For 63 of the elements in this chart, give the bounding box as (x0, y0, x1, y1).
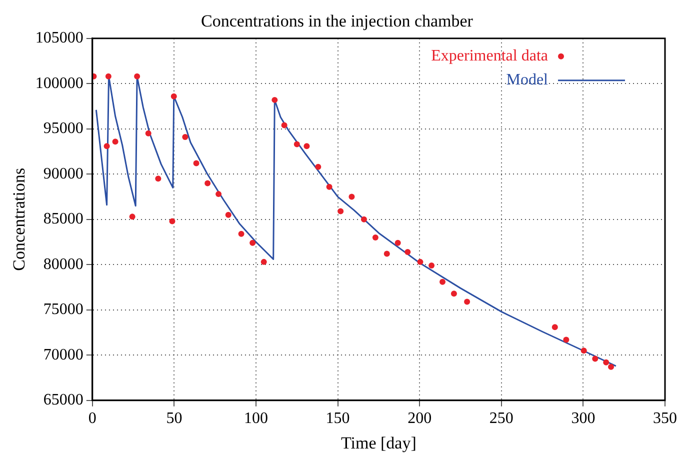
x-tick-label: 200 (408, 410, 432, 428)
point (372, 234, 378, 240)
x-tick-label: 100 (244, 410, 268, 428)
x-tick-label: 250 (489, 410, 514, 428)
y-tick-label: 95000 (43, 120, 84, 138)
point (193, 160, 200, 166)
point (450, 290, 457, 297)
point (170, 93, 177, 100)
point (155, 176, 162, 182)
point (464, 298, 470, 305)
point (580, 348, 587, 354)
y-tick-label: 65000 (43, 392, 84, 409)
point (145, 130, 152, 136)
point (238, 230, 244, 237)
point (608, 364, 614, 370)
point (440, 278, 446, 285)
y-tick-label: 105000 (35, 30, 84, 47)
point (134, 73, 140, 80)
x-tick-label: 350 (653, 410, 677, 428)
point (204, 180, 211, 186)
point (338, 208, 344, 214)
y-tick-label: 80000 (43, 256, 84, 273)
point (603, 359, 610, 366)
point (404, 248, 411, 255)
point (105, 73, 112, 80)
point (281, 122, 288, 128)
point (182, 134, 188, 140)
point (360, 216, 367, 222)
y-axis-title: Concentrations (10, 168, 29, 271)
y-tick-label: 85000 (43, 210, 84, 228)
point (260, 258, 267, 265)
point (428, 262, 435, 269)
x-tick-label: 150 (326, 410, 350, 428)
x-tick-label: 50 (166, 410, 182, 428)
point (348, 194, 355, 200)
point (272, 96, 278, 103)
point (104, 143, 110, 150)
y-tick-label: 100000 (35, 74, 84, 92)
point (315, 164, 322, 170)
point (216, 191, 222, 198)
point (552, 324, 558, 330)
point (384, 250, 390, 257)
point (294, 141, 300, 148)
point (394, 240, 401, 246)
y-tick-label: 75000 (43, 301, 84, 318)
point (250, 240, 256, 246)
x-tick-label: 0 (88, 410, 96, 428)
chart-title: Concentrations in the injection chamber (201, 12, 474, 31)
legend-label: Model (506, 72, 549, 89)
point (417, 258, 424, 265)
y-tick-label: 70000 (43, 346, 84, 364)
point (304, 143, 310, 150)
point (326, 184, 332, 190)
point (563, 336, 570, 343)
y-tick-label: 90000 (43, 165, 84, 182)
point (129, 214, 136, 220)
point (112, 138, 118, 145)
point (592, 356, 598, 362)
legend-label: Experimental data (431, 48, 548, 65)
point (225, 212, 232, 218)
point (169, 218, 176, 224)
x-tick-label: 300 (571, 410, 596, 428)
x-axis-title: Time [day] (340, 433, 416, 452)
